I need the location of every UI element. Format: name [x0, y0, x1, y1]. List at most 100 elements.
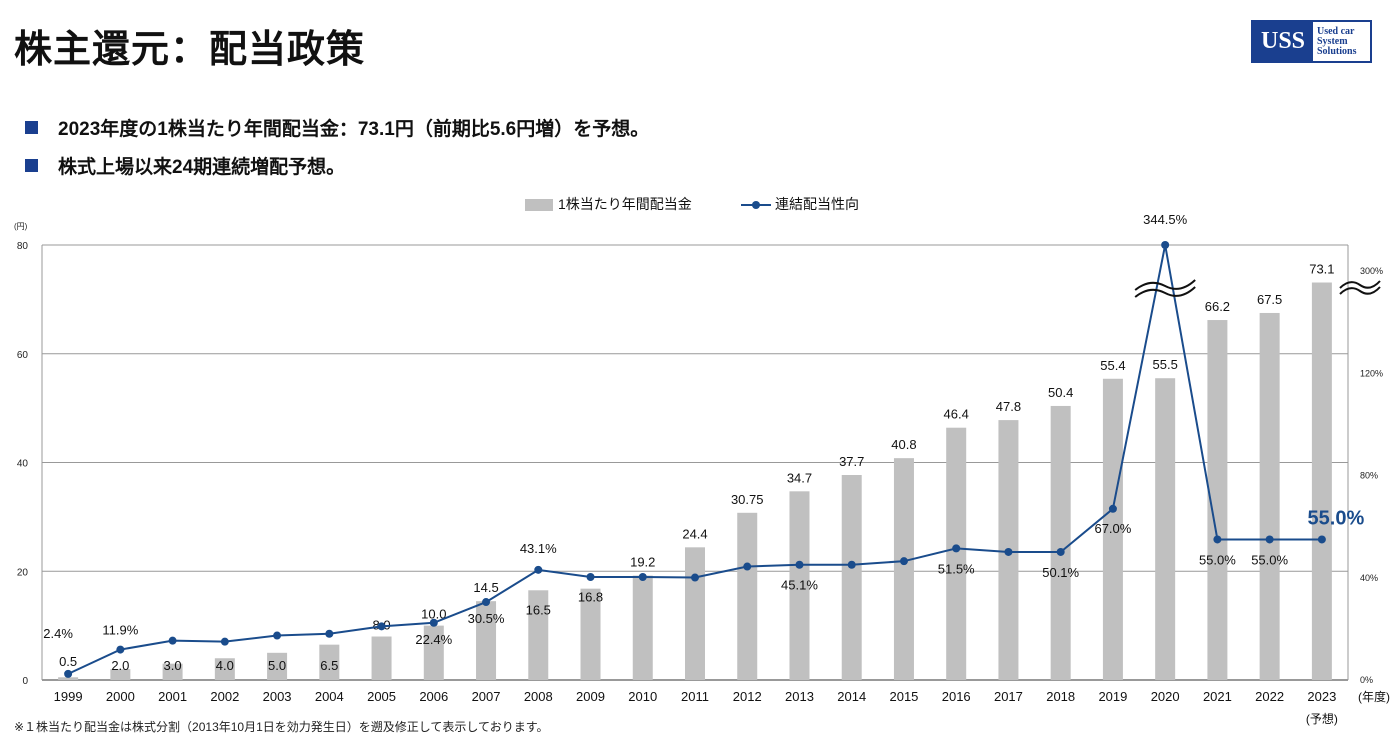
x-tick-label: 2005: [367, 689, 396, 704]
bar-value-label: 6.5: [320, 658, 338, 673]
x-tick-label: 2013: [785, 689, 814, 704]
x-tick-label: 2002: [210, 689, 239, 704]
payout-label: 22.4%: [415, 632, 452, 647]
page-title: 株主還元：配当政策: [14, 29, 366, 71]
bar-2010: [632, 575, 653, 680]
bar-2014: [841, 475, 862, 680]
bar-2000: [110, 669, 131, 680]
bar-2006: [423, 625, 444, 680]
x-tick-label: 2021: [1203, 689, 1232, 704]
right-tick-label: 0%: [1360, 675, 1373, 685]
payout-point-2016: [952, 544, 961, 553]
bar-value-label: 46.4: [944, 407, 969, 422]
right-tick-label: 80%: [1360, 471, 1378, 481]
x-tick-label: 2022: [1255, 689, 1284, 704]
payout-label: 30.5%: [468, 611, 505, 626]
x-tick-label: 2012: [733, 689, 762, 704]
x-tick-label: 2016: [942, 689, 971, 704]
payout-point-2013: [795, 560, 804, 569]
forecast-note: (予想): [1306, 711, 1338, 726]
x-tick-label: 2000: [106, 689, 135, 704]
payout-point-2007: [482, 598, 491, 607]
payout-label: 51.5%: [938, 561, 975, 576]
payout-point-2000: [116, 645, 125, 654]
bar-2019: [1102, 378, 1123, 680]
payout-point-2010: [638, 573, 647, 582]
x-tick-label: 2023: [1307, 689, 1336, 704]
bar-2012: [737, 512, 758, 680]
right-tick-label: 120%: [1360, 368, 1383, 378]
bar-2003: [267, 652, 288, 680]
bar-value-label: 19.2: [630, 555, 655, 570]
bullet-text: 株式上場以来24期連続増配予想。: [58, 157, 346, 178]
axis-break-mark: [1134, 286, 1196, 298]
payout-point-2005: [377, 622, 386, 631]
payout-point-2006: [429, 618, 438, 627]
payout-point-2015: [899, 557, 908, 566]
bar-value-label: 67.5: [1257, 292, 1282, 307]
x-tick-label: 2015: [889, 689, 918, 704]
payout-label: 11.9%: [102, 623, 138, 638]
payout-point-1999: [64, 669, 73, 678]
bar-2015: [893, 458, 914, 680]
bar-2020: [1155, 378, 1176, 680]
bar-1999: [58, 677, 79, 680]
logo-line3: Solutions: [1317, 46, 1357, 57]
x-tick-label: 2010: [628, 689, 657, 704]
x-tick-label: 2019: [1098, 689, 1127, 704]
bar-value-label: 5.0: [268, 658, 286, 673]
payout-point-2022: [1265, 535, 1274, 544]
bar-value-label: 40.8: [891, 437, 916, 452]
left-tick-label: 60: [17, 350, 29, 361]
x-tick-label: 2008: [524, 689, 553, 704]
bar-2011: [685, 547, 705, 680]
bar-value-label: 37.7: [839, 454, 864, 469]
payout-point-2019: [1108, 504, 1117, 513]
payout-point-2014: [847, 560, 856, 569]
x-tick-label: 2011: [681, 689, 709, 704]
x-tick-label: 2006: [419, 689, 448, 704]
payout-label: 43.1%: [520, 541, 557, 556]
payout-point-2023: [1317, 535, 1326, 544]
payout-label: 67.0%: [1094, 521, 1131, 536]
payout-point-2011: [691, 573, 699, 582]
x-axis-unit: (年度): [1358, 689, 1390, 704]
bar-value-label: 2.0: [111, 658, 129, 673]
logo-mark: USS: [1253, 22, 1313, 61]
right-tick-label: 40%: [1360, 573, 1378, 583]
payout-point-2001: [168, 636, 177, 645]
bar-value-label: 10.0: [421, 607, 446, 622]
bar-value-label: 24.4: [682, 526, 707, 541]
bullet-square-icon: [25, 159, 38, 172]
legend-line-marker: [752, 201, 760, 209]
bar-value-label: 16.5: [526, 602, 551, 617]
bar-2022: [1259, 312, 1280, 680]
payout-point-2008: [534, 565, 543, 574]
bar-2007: [476, 601, 497, 680]
bar-2004: [319, 644, 340, 680]
bar-2005: [371, 636, 392, 680]
uss-logo: USS Used car System Solutions: [1251, 20, 1372, 63]
bar-value-label: 14.5: [473, 580, 498, 595]
left-axis-unit: (円): [14, 222, 28, 231]
x-tick-label: 1999: [54, 689, 83, 704]
bar-value-label: 66.2: [1205, 299, 1230, 314]
bar-value-label: 30.75: [731, 492, 764, 507]
payout-point-2012: [743, 562, 752, 571]
left-tick-label: 80: [17, 241, 29, 252]
payout-point-2009: [586, 573, 595, 582]
footnote: ※１株当たり配当金は株式分割（2013年10月1日を効力発生日）を遡及修正して表…: [14, 720, 549, 734]
bar-2021: [1207, 320, 1228, 680]
bullet-text: 2023年度の1株当たり年間配当金：73.1円（前期比5.6円増）を予想。: [58, 119, 650, 140]
legend-bar-swatch: [525, 199, 553, 211]
x-tick-label: 2018: [1046, 689, 1075, 704]
bar-value-label: 47.8: [996, 399, 1021, 414]
right-tick-label: 300%: [1360, 266, 1383, 276]
left-tick-label: 40: [17, 459, 29, 470]
bar-2013: [789, 491, 810, 680]
x-tick-label: 2003: [263, 689, 292, 704]
bar-2023: [1311, 282, 1332, 680]
bar-value-label: 0.5: [59, 654, 77, 669]
right-axis-break-mark: [1339, 280, 1381, 289]
payout-point-2021: [1213, 535, 1222, 544]
